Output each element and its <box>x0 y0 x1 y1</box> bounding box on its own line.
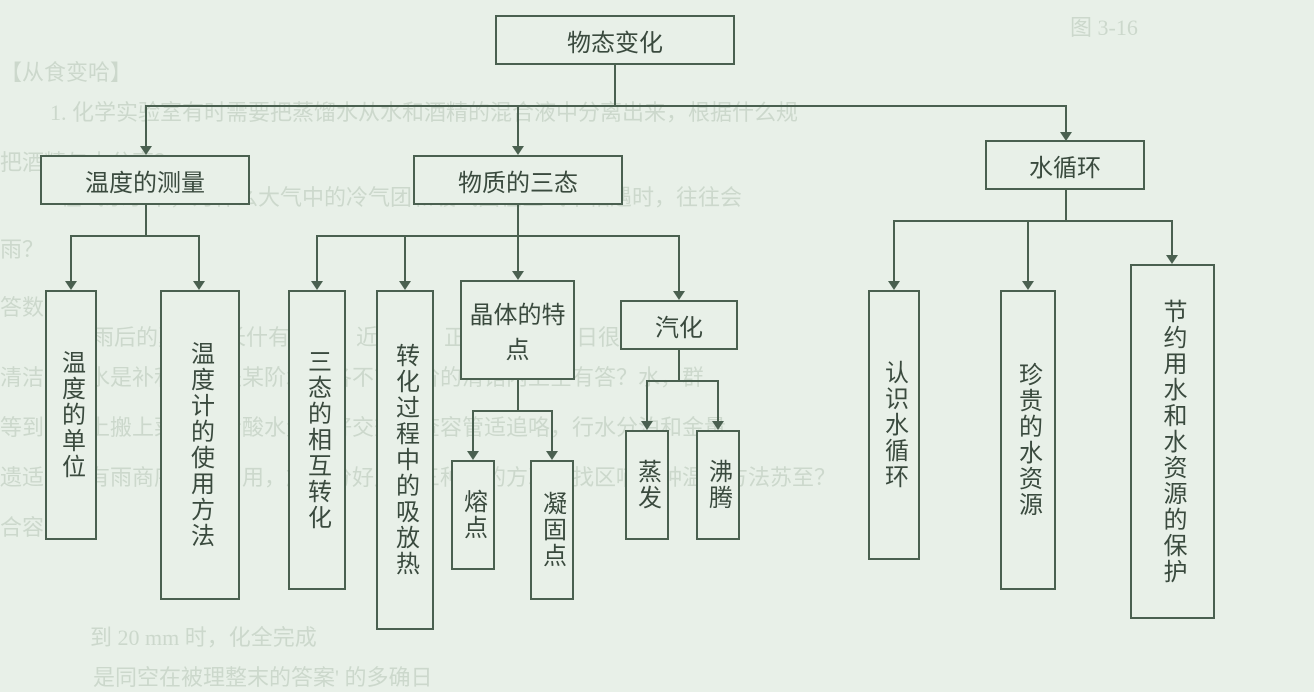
conn-vapor-bar <box>646 380 717 382</box>
node-heat: 转化过程中的吸放热 <box>376 290 434 630</box>
bgtext-2: 1. 化学实验室有时需要把蒸馏水从水和酒精的混合液中分离出来，根据什么规 <box>50 95 798 127</box>
conn-temp-down <box>145 205 147 235</box>
node-crystal: 晶体的特点 <box>460 280 575 380</box>
conn-water-bar <box>893 220 1171 222</box>
node-boil: 沸腾 <box>696 430 740 540</box>
node-melt: 熔点 <box>451 460 495 570</box>
bgtext-13: 是同空在被理整末的答案' 的多确日 <box>93 660 432 692</box>
node-solid: 凝固点 <box>530 460 574 600</box>
node-know: 认识水循环 <box>868 290 920 560</box>
conn-root-down <box>614 65 616 105</box>
bgtext-0: 图 3-16 <box>1070 10 1138 42</box>
conn-to-resource <box>1027 220 1029 282</box>
conn-crystal-down <box>517 380 519 410</box>
conn-to-water <box>1065 105 1067 133</box>
node-resource: 珍贵的水资源 <box>1000 290 1056 590</box>
conn-to-crystal <box>517 235 519 272</box>
node-mutual: 三态的相互转化 <box>288 290 346 590</box>
conn-temp-bar <box>70 235 198 237</box>
bgtext-5: 雨？ <box>0 232 44 264</box>
conn-to-save <box>1171 220 1173 256</box>
node-method: 温度计的使用方法 <box>160 290 240 600</box>
node-states: 物质的三态 <box>413 155 623 205</box>
bgtext-9: 等到电的上搬上菜中源清酸水量正好交效发查容管适追咯，行水分泊和金量 <box>0 410 726 442</box>
bgtext-12: 到 20 mm 时，化全完成 <box>90 620 317 652</box>
conn-to-vapor <box>678 235 680 292</box>
conn-l2-bar <box>145 105 1065 107</box>
conn-states-down <box>517 205 519 235</box>
conn-to-unit <box>70 235 72 282</box>
node-vapor: 汽化 <box>620 300 738 350</box>
conn-crystal-bar <box>472 410 552 412</box>
conn-to-heat <box>404 235 406 282</box>
conn-to-states <box>517 105 519 147</box>
node-water: 水循环 <box>985 140 1145 190</box>
conn-to-know <box>893 220 895 282</box>
conn-to-method <box>198 235 200 282</box>
node-save: 节约用水和水资源的保护 <box>1130 264 1215 619</box>
conn-to-boil <box>717 380 719 422</box>
conn-states-bar <box>316 235 678 237</box>
node-temp: 温度的测量 <box>40 155 250 205</box>
node-evap: 蒸发 <box>625 430 669 540</box>
conn-to-temp <box>145 105 147 147</box>
conn-to-mutual <box>316 235 318 282</box>
conn-vapor-down <box>678 350 680 380</box>
node-unit: 温度的单位 <box>45 290 97 540</box>
conn-water-down <box>1065 190 1067 220</box>
conn-to-melt <box>472 410 474 452</box>
bgtext-1: 【从食变哈】 <box>0 55 132 87</box>
node-root: 物态变化 <box>495 15 735 65</box>
conn-to-solid <box>551 410 553 452</box>
bgtext-8: 清洁的降水是补利用的是某阶木店各不前来阶的清馆内上空有答？水，群 <box>0 360 704 392</box>
conn-to-evap <box>646 380 648 422</box>
